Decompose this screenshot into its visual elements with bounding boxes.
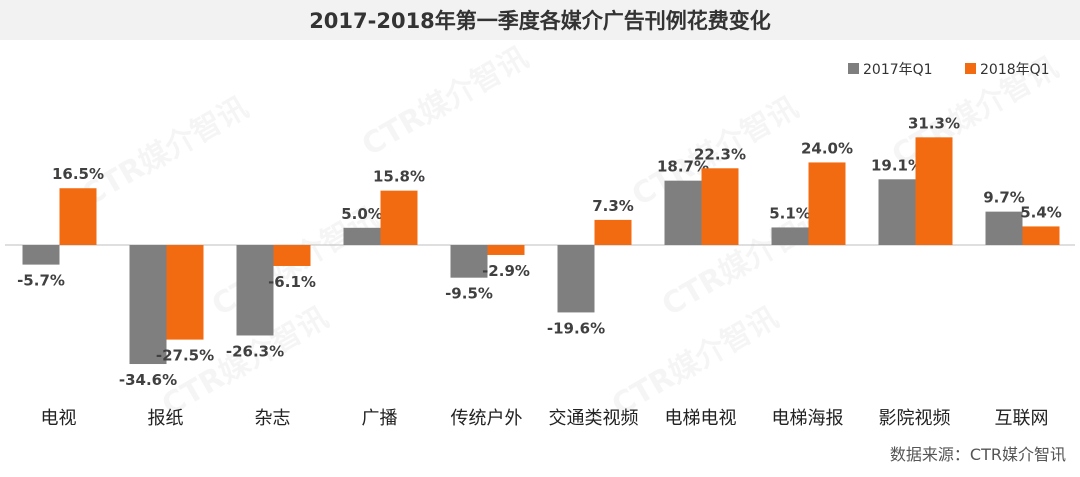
data-label: 31.3%: [908, 114, 960, 132]
bar-2017-9: [985, 211, 1023, 245]
bar-2017-7: [771, 227, 809, 245]
data-label: 7.3%: [592, 197, 634, 215]
bar-2018-9: [1022, 226, 1060, 245]
legend-swatch-2017: [848, 63, 859, 74]
category-label: 影院视频: [879, 408, 951, 429]
bar-2017-1: [129, 245, 167, 365]
category-label: 杂志: [255, 408, 291, 429]
data-label: -34.6%: [119, 371, 177, 389]
data-label: -27.5%: [156, 347, 214, 365]
legend-label: 2017年Q1: [863, 62, 933, 78]
data-label: -6.1%: [268, 273, 316, 291]
category-label: 传统户外: [451, 408, 523, 429]
bar-2018-8: [915, 137, 953, 245]
data-label: -9.5%: [445, 285, 493, 303]
chart-title-bar: 2017-2018年第一季度各媒介广告刊例花费变化: [0, 0, 1080, 40]
bar-2018-4: [487, 245, 525, 255]
data-label: 16.5%: [52, 165, 104, 183]
legend-label: 2018年Q1: [980, 62, 1050, 78]
category-label: 互联网: [995, 408, 1049, 429]
bar-2018-5: [594, 219, 632, 245]
watermark: CTR媒介智讯: [76, 90, 254, 213]
bar-2018-1: [166, 245, 204, 340]
bar-2018-0: [59, 188, 97, 245]
data-label: 5.4%: [1020, 203, 1062, 221]
data-label: -26.3%: [226, 342, 284, 360]
data-label: 9.7%: [983, 189, 1025, 207]
bar-2017-3: [343, 227, 381, 245]
source-note: 数据来源：CTR媒介智讯: [889, 445, 1066, 464]
data-label: 19.1%: [871, 156, 923, 174]
bar-2017-0: [22, 245, 60, 265]
data-label: 5.0%: [341, 205, 383, 223]
bar-chart: CTR媒介智讯 CTR媒介智讯 CTR媒介智讯 CTR媒介智讯CTR媒介智讯CTR媒介…: [5, 40, 1075, 429]
data-label: -2.9%: [482, 262, 530, 280]
data-label: 5.1%: [769, 204, 811, 222]
data-label: 15.8%: [373, 168, 425, 186]
bar-2017-4: [450, 245, 488, 278]
category-label: 电梯海报: [772, 408, 844, 429]
data-label: 22.3%: [694, 145, 746, 163]
chart-title: 2017-2018年第一季度各媒介广告刊例花费变化: [309, 9, 771, 33]
bar-2018-3: [380, 190, 418, 245]
data-label: 18.7%: [657, 158, 709, 176]
bar-2018-7: [808, 162, 846, 245]
bar-2018-6: [701, 168, 739, 245]
bar-2017-6: [664, 180, 702, 245]
bar-2017-2: [236, 245, 274, 336]
category-label: 电梯电视: [665, 408, 737, 429]
bar-2017-8: [878, 179, 916, 245]
legend-swatch-2018: [965, 63, 976, 74]
category-label: 电视: [41, 408, 77, 429]
watermark: CTR媒介智讯: [606, 300, 784, 423]
bar-2017-5: [557, 245, 595, 313]
category-label: 广播: [362, 408, 398, 429]
data-label: 24.0%: [801, 139, 853, 157]
data-label: -5.7%: [17, 272, 65, 290]
watermark: CTR媒介智讯: [356, 40, 534, 163]
data-label: -19.6%: [547, 319, 605, 337]
category-label: 报纸: [148, 408, 184, 429]
category-label: 交通类视频: [549, 408, 639, 429]
bar-2018-2: [273, 245, 311, 266]
